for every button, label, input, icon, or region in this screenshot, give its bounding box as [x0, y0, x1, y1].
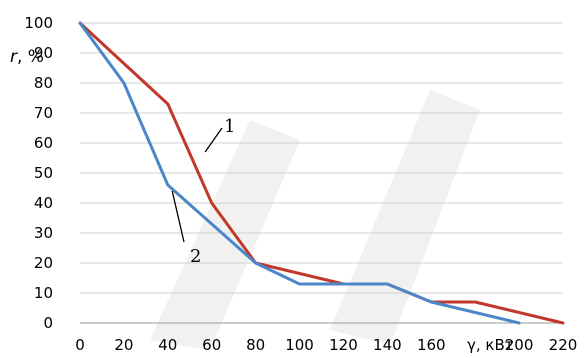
- y-axis-label: r, %: [10, 47, 44, 67]
- x-tick-label: 160: [417, 336, 446, 354]
- y-tick-label: 30: [34, 224, 53, 242]
- gridlines: [80, 22, 563, 324]
- x-tick-label: 100: [285, 336, 314, 354]
- y-tick-label: 90: [34, 44, 53, 62]
- y-tick-label: 0: [43, 314, 53, 332]
- axis-labels: r, % γ, кВт: [10, 47, 514, 354]
- annotation-leader-1: [204, 127, 223, 153]
- series-lines: [78, 21, 565, 325]
- y-tick-label: 20: [34, 254, 53, 272]
- annotation-label-1: 1: [224, 116, 235, 137]
- y-tick-label: 40: [34, 194, 53, 212]
- y-tick-label: 60: [34, 134, 53, 152]
- y-tick-label: 50: [34, 164, 53, 182]
- watermark: [150, 90, 480, 350]
- x-tick-label: 140: [373, 336, 402, 354]
- y-axis-unit: , %: [17, 47, 44, 67]
- y-axis-variable: r: [10, 47, 18, 67]
- x-tick-label: 40: [158, 336, 177, 354]
- x-tick-label: 0: [75, 336, 85, 354]
- watermark-shape: [150, 90, 480, 350]
- x-tick-label: 60: [202, 336, 221, 354]
- x-tick-label: 80: [246, 336, 265, 354]
- x-tick-label: 200: [505, 336, 534, 354]
- y-tick-label: 70: [34, 104, 53, 122]
- y-tick-label: 10: [34, 284, 53, 302]
- x-tick-label: 20: [114, 336, 133, 354]
- curve-annotations: 12: [171, 116, 235, 267]
- tick-labels: 0 10 20 30 40 50 60 70 80 90 100 0 20 40 60 80 100 120 140…: [24, 14, 577, 354]
- x-axis-label: γ, кВт: [467, 336, 514, 354]
- y-tick-label: 80: [34, 74, 53, 92]
- annotation-label-2: 2: [190, 246, 201, 267]
- x-tick-label: 120: [329, 336, 358, 354]
- x-tick-label: 220: [549, 336, 578, 354]
- annotation-leader-2: [171, 190, 185, 243]
- series-line-2: [78, 21, 521, 325]
- y-tick-label: 100: [24, 14, 53, 32]
